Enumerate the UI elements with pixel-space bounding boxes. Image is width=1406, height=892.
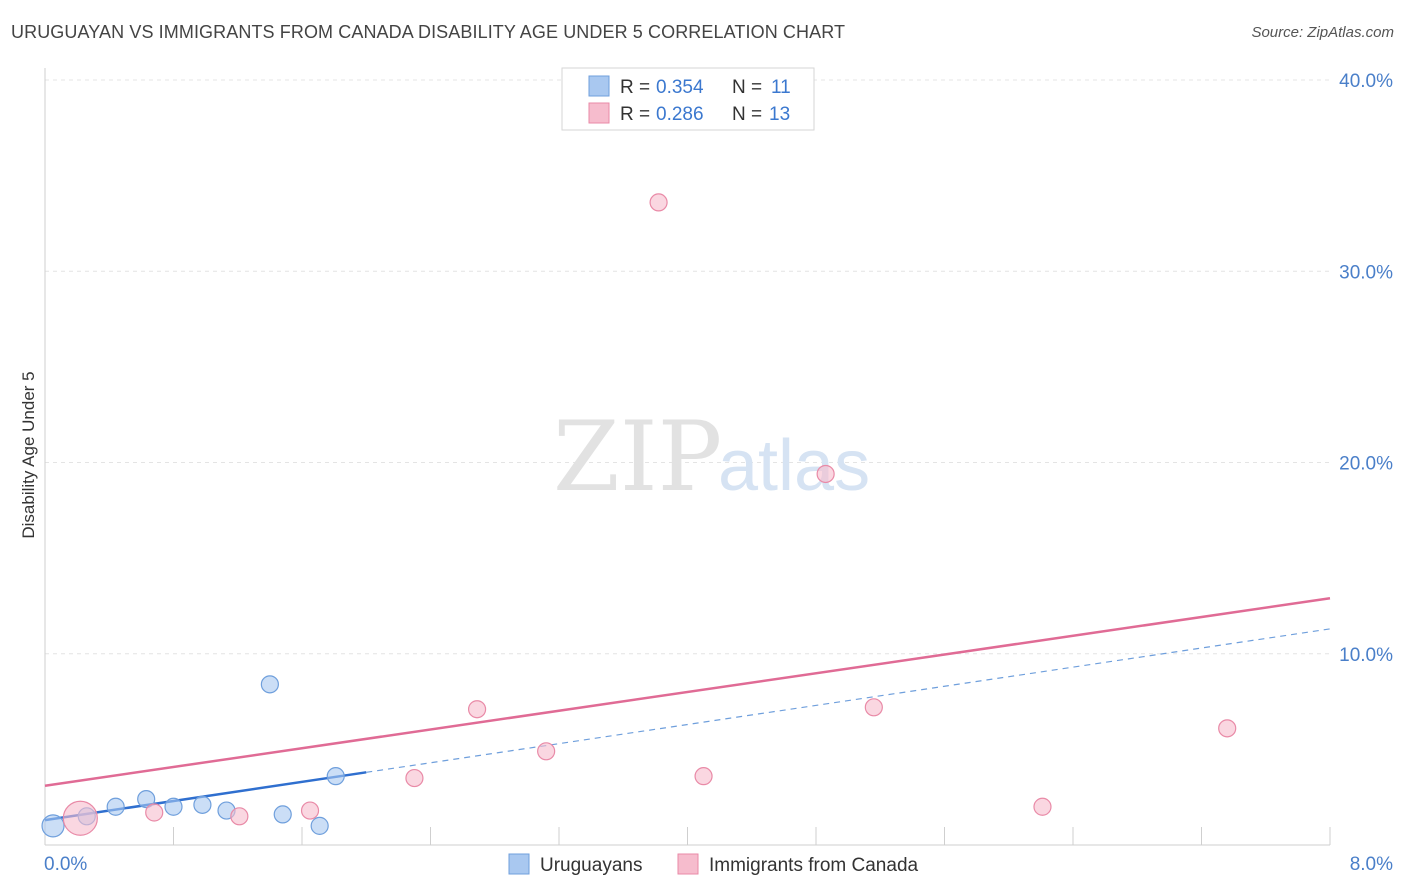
bottom-legend-uruguayans: Uruguayans (540, 855, 642, 876)
axes (44, 68, 1331, 846)
data-points (41, 193, 1237, 838)
point-uruguayans (41, 814, 65, 838)
legend-swatch-immigrants-canada (588, 102, 610, 124)
point-uruguayans (273, 805, 292, 824)
point-immigrants-canada (1033, 797, 1052, 816)
series-legend: Uruguayans Immigrants from Canada (508, 853, 919, 876)
legend-n-label: N = (732, 77, 762, 98)
y-tick-label: 20.0% (1339, 454, 1393, 475)
point-uruguayans (310, 816, 329, 835)
bottom-legend-immigrants-canada: Immigrants from Canada (709, 855, 919, 876)
point-immigrants-canada (649, 193, 668, 212)
point-immigrants-canada (145, 803, 164, 822)
legend-n-label: N = (732, 104, 762, 125)
trend-extension-uruguayans (366, 628, 1331, 773)
legend-r-value: 0.354 (656, 77, 704, 98)
trend-line-uruguayans (44, 771, 367, 822)
point-immigrants-canada (62, 800, 98, 836)
y-tick-label: 30.0% (1339, 262, 1393, 283)
point-uruguayans (193, 795, 212, 814)
watermark-zip: ZIP (553, 401, 722, 513)
legend-swatch-uruguayans (588, 75, 610, 97)
y-tick-label: 40.0% (1339, 71, 1393, 92)
x-tick-labels: 0.0% 8.0% (44, 854, 1393, 875)
watermark-atlas: atlas (718, 426, 870, 506)
trend-lines (44, 597, 1331, 822)
point-immigrants-canada (537, 742, 556, 761)
point-immigrants-canada (816, 464, 835, 484)
source-label: Source: ZipAtlas.com (1251, 24, 1394, 41)
stats-legend: R = 0.354 N = 11 R = 0.286 N = 13 (561, 67, 815, 131)
watermark: ZIP atlas (553, 401, 870, 513)
y-tick-labels: 10.0% 20.0% 30.0% 40.0% (1339, 71, 1393, 666)
point-immigrants-canada (300, 801, 320, 820)
legend-r-label: R = (620, 77, 650, 98)
y-tick-label: 10.0% (1339, 645, 1393, 666)
point-immigrants-canada (1218, 719, 1237, 738)
legend-r-value: 0.286 (656, 104, 704, 125)
trend-line-immigrants-canada (44, 597, 1331, 787)
point-immigrants-canada (405, 768, 424, 788)
point-immigrants-canada (230, 807, 249, 826)
bottom-legend-swatch-immigrants-canada (677, 853, 699, 875)
bottom-legend-swatch-uruguayans (508, 853, 530, 875)
x-tick-label: 0.0% (44, 854, 87, 875)
legend-n-value: 11 (771, 77, 791, 98)
x-tick-label: 8.0% (1350, 854, 1393, 875)
gridlines (45, 79, 1330, 655)
point-immigrants-canada (864, 698, 883, 717)
point-uruguayans (164, 797, 183, 816)
chart-title: URUGUAYAN VS IMMIGRANTS FROM CANADA DISA… (11, 22, 846, 42)
point-uruguayans (260, 675, 279, 694)
legend-r-label: R = (620, 104, 650, 125)
point-uruguayans (326, 767, 345, 786)
point-immigrants-canada (694, 767, 713, 786)
point-uruguayans (137, 789, 156, 809)
legend-n-value: 13 (769, 104, 790, 125)
y-axis-label: Disability Age Under 5 (19, 371, 38, 538)
point-immigrants-canada (467, 700, 487, 719)
point-uruguayans (106, 797, 125, 816)
